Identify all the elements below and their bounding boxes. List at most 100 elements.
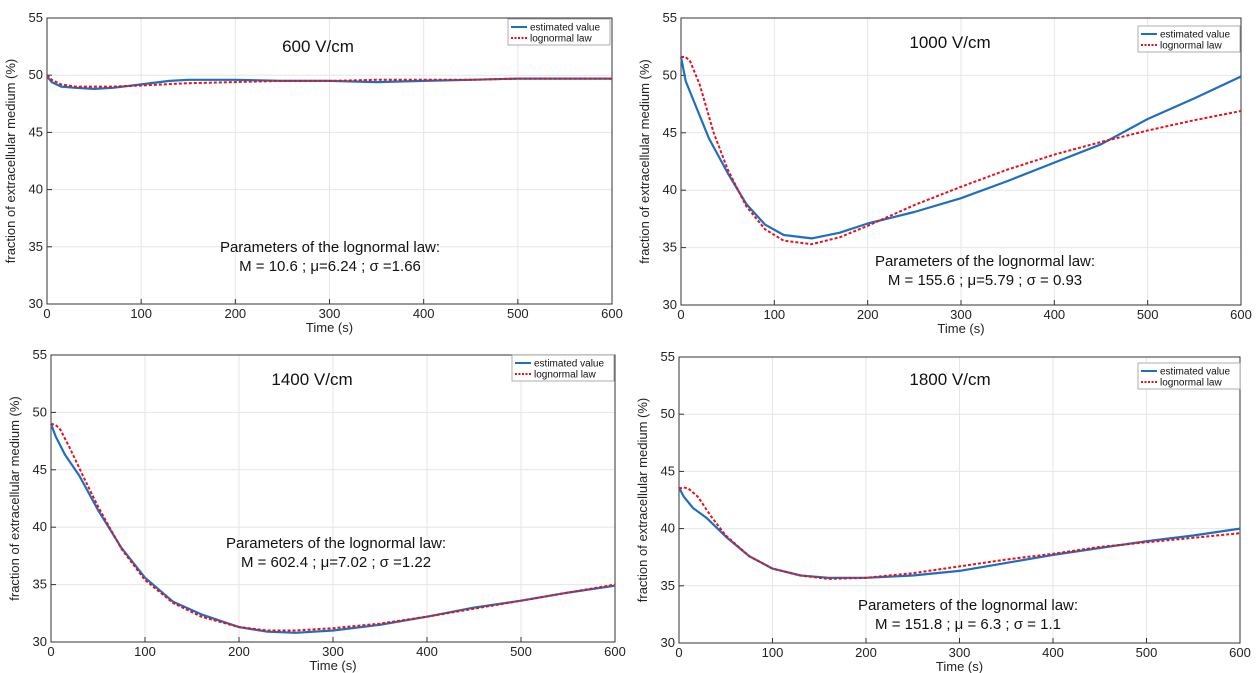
chart-title: 1800 V/cm — [909, 370, 990, 389]
series-line-lognormal — [50, 422, 616, 632]
y-axis-label: fraction of extracellular medium (%) — [635, 398, 650, 602]
y-tick-label: 50 — [33, 404, 47, 419]
legend-label: estimated value — [1160, 30, 1230, 41]
y-tick-label: 35 — [33, 577, 47, 592]
y-tick-label: 40 — [29, 182, 43, 197]
series-line-lognormal — [678, 486, 1241, 580]
legend-label: lognormal law — [534, 370, 596, 381]
x-axis-label: Time (s) — [937, 321, 984, 336]
y-tick-label: 35 — [29, 239, 43, 254]
x-tick-label: 200 — [228, 644, 250, 659]
x-tick-label: 600 — [1230, 307, 1252, 322]
y-tick-label: 45 — [33, 462, 47, 477]
y-tick-label: 55 — [661, 349, 675, 364]
y-tick-label: 50 — [661, 406, 675, 421]
line-chart: 0 100 200 300 400 500 600 30 35 40 45 50 55 Time (s) f… — [635, 349, 1251, 673]
series-line-lognormal — [46, 74, 612, 88]
chart-title: 1000 V/cm — [909, 33, 990, 52]
x-tick-label: 600 — [604, 644, 626, 659]
y-tick-label: 30 — [33, 634, 47, 649]
series-line-lognormal — [681, 56, 1242, 246]
x-tick-label: 400 — [416, 644, 438, 659]
legend-label: estimated value — [1160, 367, 1230, 378]
x-tick-label: 600 — [1229, 645, 1251, 660]
annotation-line: M = 10.6 ; μ=6.24 ; σ =1.66 — [239, 258, 421, 275]
x-tick-label: 0 — [677, 307, 684, 322]
y-tick-label: 55 — [663, 10, 677, 25]
annotation-line: M = 602.4 ; μ=7.02 ; σ =1.22 — [241, 554, 431, 571]
x-tick-label: 100 — [762, 645, 784, 660]
chart-panel-1000: 0 100 200 300 400 500 600 30 35 40 45 50 55 Time (s) f… — [628, 0, 1256, 336]
x-axis-label: Time (s) — [309, 658, 356, 673]
x-tick-label: 300 — [950, 307, 972, 322]
annotation-line: Parameters of the lognormal law: — [220, 239, 440, 256]
legend-label: lognormal law — [1160, 378, 1222, 389]
y-tick-label: 55 — [29, 10, 43, 25]
legend-label: estimated value — [530, 23, 600, 34]
y-axis-label: fraction of extracellular medium (%) — [3, 59, 18, 263]
y-tick-label: 55 — [33, 347, 47, 362]
annotation-line: M = 155.6 ; μ=5.79 ; σ = 0.93 — [888, 272, 1082, 289]
x-tick-label: 500 — [510, 644, 532, 659]
x-tick-label: 0 — [43, 306, 50, 321]
chart-title: 600 V/cm — [282, 37, 354, 56]
legend-label: lognormal law — [1160, 41, 1222, 52]
x-tick-label: 500 — [507, 306, 529, 321]
chart-panel-600: 0 100 200 300 400 500 600 30 35 40 45 50 55 Time (s) f… — [0, 0, 628, 336]
y-tick-label: 30 — [29, 296, 43, 311]
annotation-line: Parameters of the lognormal law: — [226, 535, 446, 552]
y-tick-label: 35 — [663, 240, 677, 255]
x-tick-label: 100 — [130, 306, 152, 321]
x-tick-label: 300 — [322, 644, 344, 659]
x-axis-label: Time (s) — [936, 659, 983, 673]
y-tick-label: 35 — [661, 578, 675, 593]
legend-box — [1137, 25, 1241, 53]
x-tick-label: 500 — [1136, 645, 1158, 660]
y-tick-label: 45 — [29, 124, 43, 139]
chart-panel-1800: 0 100 200 300 400 500 600 30 35 40 45 50 55 Time (s) f… — [628, 336, 1256, 673]
x-tick-label: 300 — [319, 306, 341, 321]
legend-box — [511, 354, 615, 382]
x-tick-label: 200 — [855, 645, 877, 660]
line-chart: 0 100 200 300 400 500 600 30 35 40 45 50 55 Time (s) f… — [3, 10, 623, 335]
y-tick-label: 40 — [663, 182, 677, 197]
legend-box — [507, 18, 611, 46]
x-tick-label: 0 — [675, 645, 682, 660]
x-axis-label: Time (s) — [306, 320, 353, 335]
y-tick-label: 40 — [661, 521, 675, 536]
annotation-line: Parameters of the lognormal law: — [875, 253, 1095, 270]
y-tick-label: 40 — [33, 519, 47, 534]
y-tick-label: 30 — [663, 297, 677, 312]
x-tick-label: 400 — [413, 306, 435, 321]
line-chart: 0 100 200 300 400 500 600 30 35 40 45 50 55 Time (s) f… — [637, 10, 1252, 336]
y-tick-label: 50 — [29, 67, 43, 82]
y-tick-label: 50 — [663, 67, 677, 82]
y-tick-label: 30 — [661, 635, 675, 650]
annotation-line: Parameters of the lognormal law: — [858, 597, 1078, 614]
x-tick-label: 0 — [47, 644, 54, 659]
y-axis-label: fraction of extracellular medium (%) — [7, 396, 22, 600]
y-axis-label: fraction of extracellular medium (%) — [637, 59, 652, 263]
x-tick-label: 100 — [763, 307, 785, 322]
x-tick-label: 100 — [134, 644, 156, 659]
x-tick-label: 400 — [1043, 307, 1065, 322]
x-tick-label: 200 — [224, 306, 246, 321]
y-tick-label: 45 — [661, 463, 675, 478]
annotation-line: M = 151.8 ; μ = 6.3 ; σ = 1.1 — [875, 616, 1061, 633]
chart-title: 1400 V/cm — [271, 370, 352, 389]
y-tick-label: 45 — [663, 125, 677, 140]
x-tick-label: 500 — [1137, 307, 1159, 322]
x-tick-label: 300 — [949, 645, 971, 660]
x-tick-label: 600 — [601, 306, 623, 321]
x-tick-label: 200 — [857, 307, 879, 322]
line-chart: 0 100 200 300 400 500 600 30 35 40 45 50 55 Time (s) f… — [7, 347, 626, 673]
legend-box — [1137, 362, 1241, 390]
series-line-estimated — [679, 56, 1242, 240]
x-tick-label: 400 — [1042, 645, 1064, 660]
legend-label: estimated value — [534, 359, 604, 370]
series-line-estimated — [46, 75, 612, 91]
